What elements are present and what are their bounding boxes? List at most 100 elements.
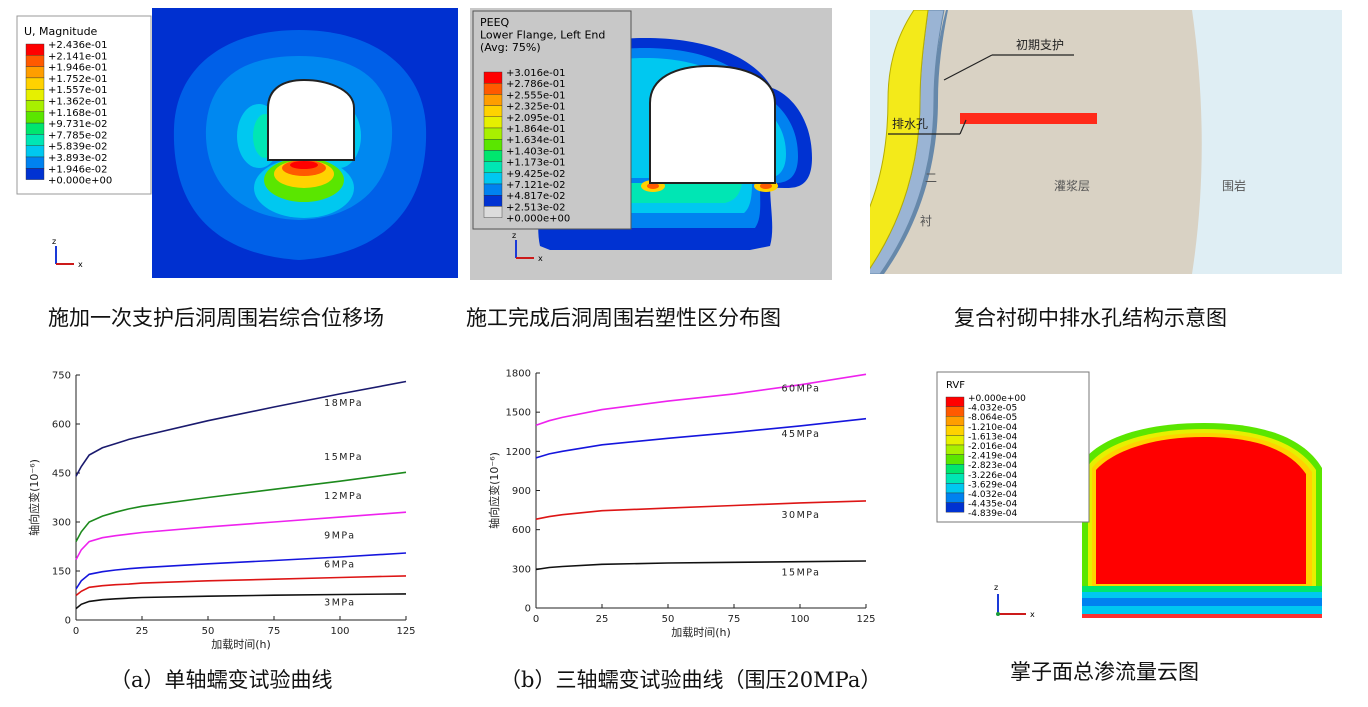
legend-value: +2.513e-02 — [506, 202, 566, 213]
triad-x: x — [1030, 610, 1035, 619]
label-grout: 灌浆层 — [1054, 178, 1090, 193]
legend-swatch — [945, 454, 965, 465]
drain-hole-figure: 初期支护 排水孔 灌浆层 围岩 二 衬 — [870, 10, 1342, 274]
series-line-45MPa — [535, 417, 867, 459]
series-line-18MPa — [75, 380, 407, 477]
legend-swatch — [945, 502, 965, 513]
y-tick-label: 150 — [52, 567, 71, 578]
legend-swatch — [25, 100, 45, 113]
series-line-9MPa — [75, 552, 407, 590]
x-tick-label: 25 — [136, 626, 149, 637]
secondary-lining-layer — [870, 10, 929, 269]
drain-hole-bar — [960, 113, 1097, 124]
legend-value: +2.141e-01 — [48, 51, 108, 62]
series-label: 18MPa — [324, 398, 363, 409]
panel-displacement-contour: U, Magnitude +2.436e-01 +2.141e-01 +1.946e… — [14, 8, 458, 278]
x-tick-label: 0 — [73, 626, 79, 637]
series-line-12MPa — [75, 511, 407, 560]
series-label: 9MPa — [324, 530, 355, 541]
y-tick-label: 600 — [52, 420, 71, 431]
triad-x: x — [538, 254, 543, 263]
axis-triad: z x — [512, 231, 543, 263]
y-axis-label: 轴向应变(10⁻⁶) — [487, 452, 501, 529]
legend-value: -2.419e-04 — [968, 452, 1018, 462]
legend-value: +1.864e-01 — [506, 124, 566, 135]
legend-swatch — [25, 77, 45, 90]
legend-swatch — [483, 150, 503, 162]
legend-swatch — [945, 396, 965, 407]
legend-swatch — [483, 138, 503, 151]
plastic-zone-figure: PEEQ Lower Flange, Left End (Avg: 75%) +3.… — [470, 8, 832, 280]
legend-swatch — [25, 156, 45, 169]
legend-swatch — [483, 116, 503, 129]
legend-swatch — [483, 161, 503, 174]
legend-value: +0.000e+00 — [968, 394, 1026, 404]
x-tick-label: 125 — [396, 626, 415, 637]
series-line-15MPa — [535, 560, 867, 571]
legend-value: +7.785e-02 — [48, 130, 108, 141]
x-tick-label: 0 — [533, 614, 539, 625]
uniaxial-creep-chart: 0 25 50 75 100 125 0 150 300 450 600 750 加载时间(h) 轴向应变… — [27, 371, 416, 652]
legend-value: +1.403e-01 — [506, 146, 566, 157]
panel-uniaxial-creep: 0 25 50 75 100 125 0 150 300 450 600 750 加载时间(h) 轴向应变… — [14, 355, 424, 655]
legend-value: +0.000e+00 — [48, 176, 112, 187]
y-tick-label: 1800 — [506, 369, 531, 380]
legend-value: +9.425e-02 — [506, 169, 566, 180]
y-tick-label: 0 — [65, 616, 71, 627]
caption-seepage: 掌子面总渗流量云图 — [1010, 660, 1199, 684]
legend-swatch — [25, 145, 45, 158]
legend-swatch — [25, 43, 45, 56]
x-tick-label: 75 — [728, 614, 741, 625]
legend-title-line: PEEQ — [480, 16, 510, 29]
legend-title: RVF — [946, 380, 965, 391]
legend-swatch — [25, 111, 45, 124]
legend-value: +3.893e-02 — [48, 153, 108, 164]
tunnel-opening — [649, 64, 776, 184]
series-line-6MPa — [75, 575, 407, 597]
legend-swatch — [483, 206, 503, 218]
caption-displacement: 施加一次支护后洞周围岩综合位移场 — [48, 306, 384, 330]
legend-scale: +3.016e-01+2.786e-01+2.555e-01+2.325e-01… — [483, 68, 570, 225]
legend-value: +2.786e-01 — [506, 79, 566, 90]
legend-value: +1.168e-01 — [48, 108, 108, 119]
legend-title-line: (Avg: 75%) — [480, 41, 541, 54]
legend-swatch — [945, 406, 965, 417]
legend-swatch — [945, 492, 965, 503]
label-drain-hole: 排水孔 — [892, 117, 928, 131]
x-tick-label: 75 — [268, 626, 281, 637]
legend-swatch — [945, 435, 965, 446]
series-line-15MPa — [75, 471, 407, 542]
legend-swatch — [483, 105, 503, 117]
legend-swatch — [483, 82, 503, 95]
legend-swatch — [25, 55, 45, 67]
x-tick-label: 50 — [662, 614, 675, 625]
legend-value: -4.032e-04 — [968, 490, 1018, 500]
y-tick-label: 450 — [52, 469, 71, 480]
legend-swatch — [25, 134, 45, 146]
legend-value: +1.946e-02 — [48, 164, 108, 175]
x-tick-label: 50 — [202, 626, 215, 637]
legend-swatch — [945, 473, 965, 484]
y-axis-label: 轴向应变(10⁻⁶) — [27, 459, 41, 536]
legend-swatch — [483, 127, 503, 140]
series-label: 30MPa — [782, 510, 821, 521]
panel-triaxial-creep: 0 25 50 75 100 125 0 300 600 900 1200 1500 1800 加载时间(… — [466, 355, 876, 655]
legend-swatch — [25, 168, 45, 180]
legend-value: +1.557e-01 — [48, 85, 108, 96]
label-lining-2: 衬 — [920, 214, 932, 228]
legend-value: -2.016e-04 — [968, 442, 1018, 452]
legend-swatch — [945, 444, 965, 455]
seepage-figure: RVF +0.000e+00-4.032e-05-8.064e-05-1.210… — [934, 368, 1334, 630]
caption-drain-hole: 复合衬砌中排水孔结构示意图 — [954, 306, 1227, 330]
legend-value: +5.839e-02 — [48, 142, 108, 153]
triaxial-creep-chart: 0 25 50 75 100 125 0 300 600 900 1200 1500 1800 加载时间(… — [487, 369, 876, 640]
legend-value: +9.731e-02 — [48, 119, 108, 130]
legend-title: U, Magnitude — [24, 25, 98, 38]
series-label: 60MPa — [782, 383, 821, 394]
legend-value: +1.946e-01 — [48, 63, 108, 74]
legend-title: PEEQ Lower Flange, Left End (Avg: 75%) — [480, 16, 605, 54]
legend-swatch — [483, 172, 503, 185]
label-rock: 围岩 — [1222, 178, 1246, 193]
series-line-60MPa — [535, 373, 867, 426]
panel-drain-hole-diagram: 初期支护 排水孔 灌浆层 围岩 二 衬 — [870, 10, 1342, 274]
